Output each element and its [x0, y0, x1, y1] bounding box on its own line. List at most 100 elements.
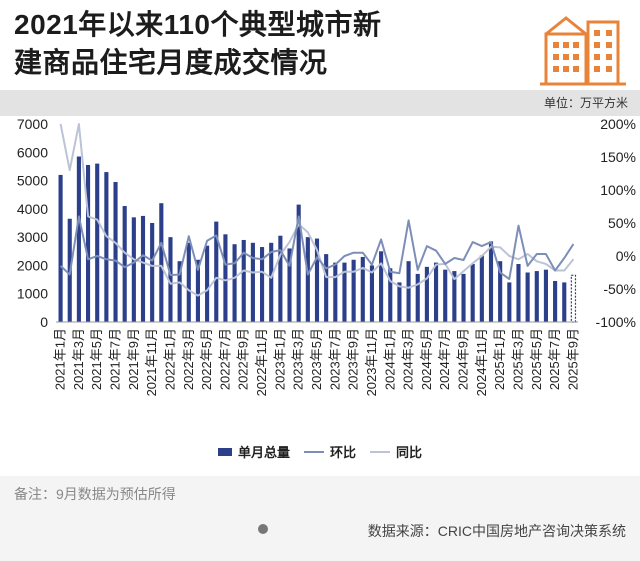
chart-title: 2021年以来110个典型城市新 建商品住宅月度成交情况: [14, 6, 534, 82]
legend-label-total: 单月总量: [238, 445, 291, 460]
bar: [150, 223, 155, 322]
x-tick-label: 2021年1月: [53, 328, 68, 390]
x-tick-label: 2024年1月: [382, 328, 397, 390]
legend-swatch-mom: [304, 450, 325, 453]
bar: [415, 273, 420, 322]
bar: [406, 261, 411, 322]
bar: [186, 242, 191, 322]
x-tick-label: 2023年9月: [346, 328, 361, 390]
legend-item-mom: 环比: [304, 442, 356, 461]
bar: [131, 217, 136, 322]
bar: [433, 262, 439, 322]
bar: [507, 282, 512, 322]
bar: [470, 264, 475, 322]
bar: [269, 242, 274, 322]
bar: [543, 269, 549, 322]
legend: 单月总量 环比 同比: [218, 442, 422, 461]
bar: [241, 239, 246, 322]
legend-swatch-yoy: [370, 450, 391, 453]
bar: [570, 274, 577, 323]
bar: [296, 204, 301, 322]
bar: [76, 156, 81, 322]
x-tick-label: 2025年7月: [547, 328, 562, 390]
x-tick-label: 2024年5月: [419, 328, 434, 390]
x-tick-label: 2024年9月: [456, 328, 471, 390]
bar: [516, 264, 521, 322]
bar: [122, 206, 127, 322]
x-tick-label: 2022年5月: [199, 328, 214, 390]
legend-item-total: 单月总量: [218, 442, 290, 461]
bar: [223, 234, 228, 322]
bar: [287, 248, 292, 322]
footnote: 备注：9月数据为预估所得: [14, 486, 176, 502]
bar: [177, 261, 182, 322]
x-tick-label: 2021年9月: [126, 328, 141, 390]
x-tick-label: 2023年7月: [327, 328, 342, 390]
bar: [562, 282, 567, 322]
x-tick-label: 2021年11月: [144, 328, 159, 396]
bar: [369, 265, 375, 322]
bar: [488, 241, 494, 322]
x-tick-label: 2024年11月: [474, 328, 489, 396]
legend-label-yoy: 同比: [396, 445, 423, 460]
bar: [259, 247, 265, 322]
bar: [342, 262, 347, 322]
bar: [525, 272, 530, 322]
x-tick-label: 2023年11月: [364, 328, 379, 396]
unit-label: 单位：万平方米: [543, 96, 628, 110]
bar: [553, 280, 558, 322]
x-tick-label: 2022年11月: [254, 328, 269, 396]
y-left-tick-label: 2000: [17, 257, 48, 273]
building-logo-icon: [540, 16, 626, 86]
y-right-tick-label: 0%: [616, 248, 636, 264]
bar: [379, 251, 384, 322]
bar: [388, 268, 393, 322]
y-left-tick-label: 0: [40, 314, 48, 330]
bar: [397, 282, 402, 322]
bullet-dot-icon: [258, 524, 268, 534]
chart-title-line2: 建商品住宅月度成交情况: [14, 47, 328, 78]
bar: [232, 244, 237, 322]
bar: [104, 172, 109, 322]
bar: [534, 271, 539, 322]
y-right-tick-label: 50%: [608, 215, 636, 231]
legend-label-mom: 环比: [330, 445, 357, 460]
x-tick-label: 2025年9月: [565, 328, 580, 390]
bar: [479, 255, 484, 322]
x-tick-label: 2022年3月: [181, 328, 196, 390]
bar: [351, 259, 356, 322]
legend-item-yoy: 同比: [370, 442, 422, 461]
bar: [250, 242, 255, 322]
bar: [140, 215, 146, 322]
line-mom: [59, 215, 575, 281]
bar: [278, 235, 283, 322]
x-tick-label: 2022年9月: [236, 328, 251, 390]
x-tick-label: 2021年5月: [89, 328, 104, 390]
bar: [205, 245, 210, 322]
y-left-tick-label: 7000: [17, 116, 48, 132]
line-yoy: [59, 123, 575, 297]
bar: [214, 221, 219, 322]
bar: [424, 266, 429, 322]
bar: [113, 181, 118, 322]
chart-title-line1: 2021年以来110个典型城市新: [14, 9, 382, 40]
x-tick-label: 2024年7月: [437, 328, 452, 390]
y-left-tick-label: 6000: [17, 144, 48, 160]
y-left-tick-label: 4000: [17, 201, 48, 217]
bar: [324, 254, 329, 322]
legend-swatch-bar: [218, 447, 232, 456]
y-right-tick-label: 150%: [600, 149, 636, 165]
x-tick-label: 2022年1月: [162, 328, 177, 390]
x-tick-label: 2021年3月: [71, 328, 86, 390]
x-tick-label: 2025年1月: [492, 328, 507, 390]
bar: [195, 259, 201, 322]
y-right-tick-label: -50%: [603, 281, 636, 297]
x-tick-label: 2021年7月: [108, 328, 123, 390]
bar: [443, 269, 448, 322]
x-tick-label: 2024年3月: [401, 328, 416, 390]
y-right-tick-label: 100%: [600, 182, 636, 198]
x-tick-label: 2025年3月: [510, 328, 525, 390]
bar: [159, 203, 164, 322]
bar: [360, 256, 365, 322]
